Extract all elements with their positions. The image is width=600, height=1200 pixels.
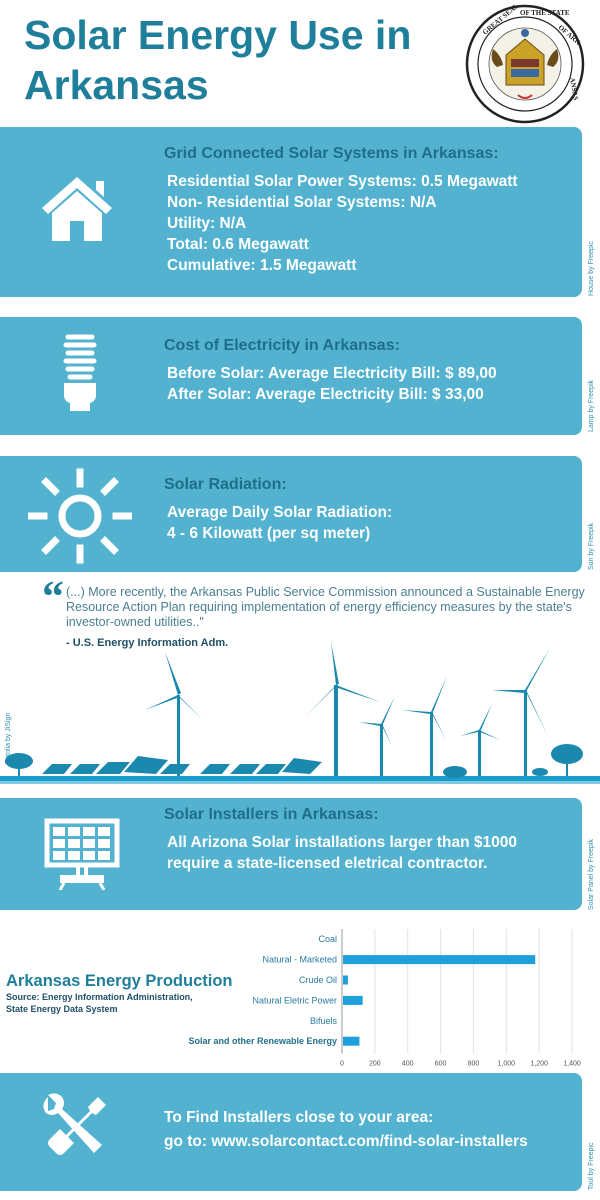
category-label: Natural - Marketed — [262, 955, 337, 965]
svg-text:OF THE STATE: OF THE STATE — [520, 9, 570, 17]
x-tick-label: 1,200 — [530, 1060, 548, 1067]
quote-source: - U.S. Energy Information Adm. — [66, 637, 229, 649]
tree-right-icon — [443, 744, 583, 778]
tools-icon — [43, 1093, 106, 1155]
x-tick-label: 0 — [340, 1060, 344, 1067]
radiation-heading: Solar Radiation: — [164, 476, 287, 493]
installers-heading: Solar Installers in Arkansas: — [164, 806, 379, 823]
category-label: Natural Eletric Power — [252, 995, 337, 1005]
energy-title: Arkansas Energy Production — [6, 972, 233, 990]
cost-before: Before Solar: Average Electricity Bill: … — [167, 365, 497, 382]
house-icon — [42, 177, 112, 241]
house-credit: House by Freepic — [588, 241, 595, 296]
x-tick-label: 1,000 — [498, 1060, 516, 1067]
installers-line-2: require a state-licensed eletrical contr… — [167, 855, 488, 872]
solar-panel-credit: Solar Panel by Freepik — [588, 839, 595, 910]
state-seal-logo: GREAT SEAL OF THE STATE OF ARK ANSAS — [465, 3, 585, 124]
cost-band: Cost of Electricity in Arkansas: Before … — [0, 317, 582, 435]
find-heading: To Find Installers close to your area: — [164, 1109, 434, 1126]
x-tick-label: 400 — [402, 1060, 414, 1067]
radiation-value: 4 - 6 Kilowatt (per sq meter) — [167, 525, 371, 542]
grid-heading: Grid Connected Solar Systems in Arkansas… — [164, 145, 499, 162]
grid-line-residential: Residential Solar Power Systems: 0.5 Meg… — [167, 173, 518, 190]
cost-heading: Cost of Electricity in Arkansas: — [164, 337, 400, 354]
tree-left-icon — [5, 753, 33, 776]
energy-source: Source: Energy Information Administratio… — [6, 992, 193, 1014]
radiation-band: Solar Radiation: Average Daily Solar Rad… — [0, 456, 582, 572]
sun-credit: Sun by Freepik — [588, 522, 595, 570]
x-tick-label: 800 — [468, 1060, 480, 1067]
category-label: Bifuels — [310, 1016, 338, 1026]
bar — [343, 995, 363, 1005]
installers-line-1: All Arizona Solar installations larger t… — [167, 834, 518, 851]
quote-mark-icon: “ — [42, 572, 64, 621]
wind-farm-illustration — [0, 642, 600, 784]
light-bulb-icon — [63, 334, 97, 411]
x-tick-label: 600 — [435, 1060, 447, 1067]
solar-panel-icon — [44, 818, 120, 890]
grid-line-total: Total: 0.6 Megawatt — [167, 236, 309, 253]
bar — [343, 1036, 360, 1046]
find-band: To Find Installers close to your area: g… — [0, 1073, 582, 1191]
radiation-label: Average Daily Solar Radiation: — [167, 504, 393, 521]
solar-panels-row — [42, 756, 322, 774]
grid-line-non-residential: Non- Residential Solar Systems: N/A — [167, 194, 437, 211]
cost-after: After Solar: Average Electricity Bill: $… — [167, 386, 484, 403]
grid-line-utility: Utility: N/A — [167, 215, 247, 232]
bar — [343, 975, 348, 985]
grid-solar-band: Grid Connected Solar Systems in Arkansas… — [0, 127, 582, 297]
x-tick-label: 200 — [369, 1060, 381, 1067]
bar — [343, 955, 536, 965]
svg-text:ANSAS: ANSAS — [568, 77, 580, 101]
installers-band: Solar Installers in Arkansas: All Arizon… — [0, 798, 582, 910]
quote-text: (...) More recently, the Arkansas Public… — [66, 585, 585, 629]
sun-icon — [28, 468, 132, 564]
category-label: Coal — [318, 934, 337, 944]
lamp-credit: Lamp by Freepik — [588, 379, 595, 432]
category-label: Crude Oil — [299, 975, 337, 985]
tool-credit: Tool by Freepic — [588, 1142, 595, 1190]
x-tick-label: 1,400 — [563, 1060, 581, 1067]
installers-link[interactable]: go to: www.solarcontact.com/find-solar-i… — [164, 1133, 528, 1150]
category-label: Solar and other Renewable Energy — [188, 1036, 337, 1046]
page-title: Solar Energy Use in Arkansas — [24, 12, 412, 108]
grid-line-cumulative: Cumulative: 1.5 Megawatt — [167, 257, 357, 274]
